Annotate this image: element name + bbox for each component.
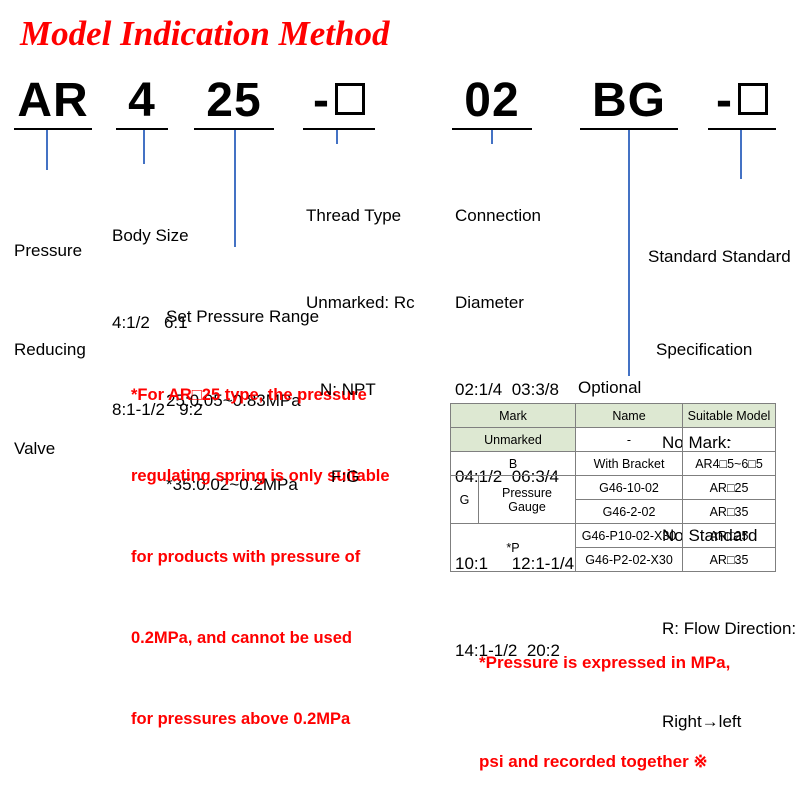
table-row-p-2: G46-P2-02-X30 AR□35 bbox=[451, 547, 776, 572]
text-line: Standard Standard bbox=[648, 247, 791, 266]
cell-mark: G bbox=[450, 475, 479, 524]
text-line: Specification bbox=[656, 340, 753, 359]
table-row-gauge-2: G46-2-02 AR□35 bbox=[451, 499, 776, 524]
text-line: Set Pressure Range bbox=[166, 307, 320, 326]
cell-suitable: AR4□5~6□5 bbox=[682, 451, 776, 476]
text-line: Pressure bbox=[14, 241, 83, 260]
optional-label: Optional bbox=[578, 378, 642, 397]
text-line: *For AR□25 type, the pressure bbox=[131, 386, 367, 404]
text-line: Unmarked: Rc bbox=[306, 293, 415, 312]
cell-name: With Bracket bbox=[575, 451, 683, 476]
segment-text: - bbox=[716, 74, 733, 127]
model-segment-thread-type: - bbox=[303, 76, 375, 130]
cell-part: G46-2-02 bbox=[575, 499, 683, 524]
blank-option-box-icon bbox=[334, 83, 365, 116]
table-row-gauge-1: G Pressure Gauge G46-10-02 AR□25 bbox=[450, 475, 776, 524]
text-line: Right→left bbox=[662, 712, 742, 731]
table-row-unmarked: Unmarked - - bbox=[450, 427, 776, 452]
text-line: 8:1-1/2 9:2 bbox=[112, 400, 203, 419]
text-line: Valve bbox=[14, 439, 56, 458]
cell-suitable: - bbox=[682, 427, 776, 452]
text-line: Body Size bbox=[112, 226, 189, 245]
segment-text: 25 bbox=[206, 74, 262, 127]
body-size-description: Body Size 4:1/2 6:1 8:1-1/2 9:2 bbox=[112, 163, 203, 482]
header-name: Name bbox=[575, 403, 683, 428]
cell-name: - bbox=[575, 427, 683, 452]
pressure-range-description: Set Pressure Range 25:0.05~0.83MPa *35:0… bbox=[166, 247, 319, 555]
cell-part: G46-P2-02-X30 bbox=[575, 547, 683, 572]
page-title: Model Indication Method bbox=[20, 14, 390, 53]
model-segment-pressure-range: 25 bbox=[194, 76, 274, 130]
text-line: Diameter bbox=[455, 293, 524, 312]
segment-text: 4 bbox=[128, 74, 156, 127]
text-line: 02:1/4 03:3/8 bbox=[455, 380, 559, 399]
cell-mark: B bbox=[450, 451, 576, 476]
cell-suitable: AR□25 bbox=[682, 475, 776, 500]
model-segment-optional: BG bbox=[580, 76, 678, 130]
cell-part: G46-P10-02-X30 bbox=[575, 523, 683, 548]
text-line: 0.2MPa, and cannot be used bbox=[131, 629, 352, 647]
text-line: for pressures above 0.2MPa bbox=[131, 710, 351, 728]
segment-text: BG bbox=[592, 74, 666, 127]
text-line: Connection bbox=[455, 206, 542, 225]
connector-line-body-size bbox=[143, 130, 145, 164]
model-segment-body-size: 4 bbox=[116, 76, 168, 130]
optional-table: Mark Name Suitable Model Unmarked - - B … bbox=[450, 403, 776, 572]
pressure-range-warning: *For AR□25 type, the pressure regulating… bbox=[131, 328, 390, 787]
connector-line-series bbox=[46, 130, 48, 170]
connector-line-connection bbox=[491, 130, 493, 144]
text-line: for products with pressure of bbox=[131, 548, 361, 566]
header-mark: Mark bbox=[450, 403, 576, 428]
thread-type-description: Thread Type Unmarked: Rc N: NPT F:G bbox=[306, 143, 415, 549]
cell-part: G46-10-02 bbox=[575, 475, 683, 500]
cell-mark: *P bbox=[450, 523, 576, 572]
connector-line-optional bbox=[628, 130, 630, 376]
text-line: *35:0.02~0.2MPa bbox=[166, 475, 298, 494]
series-description: Pressure Reducing Valve bbox=[14, 168, 86, 531]
table-header-row: Mark Name Suitable Model bbox=[450, 403, 776, 428]
text-line: psi and recorded together ※ bbox=[479, 752, 708, 771]
blank-option-box-icon bbox=[737, 83, 768, 116]
text-line: N: NPT bbox=[320, 380, 376, 399]
cell-suitable: AR□25 bbox=[682, 523, 776, 548]
segment-text: AR bbox=[17, 74, 89, 127]
model-segment-series: AR bbox=[14, 76, 92, 130]
connector-line-pressure-range bbox=[234, 130, 236, 247]
text-line: *Pressure is expressed in MPa, bbox=[479, 653, 731, 672]
segment-text: 02 bbox=[464, 74, 520, 127]
connector-line-standard bbox=[740, 130, 742, 179]
text-line: F:G bbox=[331, 467, 360, 486]
text-line: 25:0.05~0.83MPa bbox=[166, 391, 301, 410]
cell-name: Pressure Gauge bbox=[478, 475, 576, 524]
cell-suitable: AR□35 bbox=[682, 547, 776, 572]
text-line: Thread Type bbox=[306, 206, 402, 225]
header-suitable-model: Suitable Model bbox=[682, 403, 776, 428]
text-line: 14:1-1/2 20:2 bbox=[455, 641, 560, 660]
cell-suitable: AR□35 bbox=[682, 499, 776, 524]
text-line: regulating spring is only suitable bbox=[131, 467, 390, 485]
text-line: Reducing bbox=[14, 340, 86, 359]
table-row-bracket: B With Bracket AR4□5~6□5 bbox=[450, 451, 776, 476]
segment-text: - bbox=[313, 74, 330, 127]
text-line: 4:1/2 6:1 bbox=[112, 313, 188, 332]
table-row-p-1: *P G46-P10-02-X30 AR□25 bbox=[450, 523, 776, 572]
connector-line-thread-type bbox=[336, 130, 338, 144]
pressure-gauge-note: *Pressure is expressed in MPa, psi and r… bbox=[479, 580, 774, 800]
model-segment-connection: 02 bbox=[452, 76, 532, 130]
cell-mark: Unmarked bbox=[450, 427, 576, 452]
text-line: R: Flow Direction: bbox=[662, 619, 797, 638]
model-segment-standard: - bbox=[708, 76, 776, 130]
